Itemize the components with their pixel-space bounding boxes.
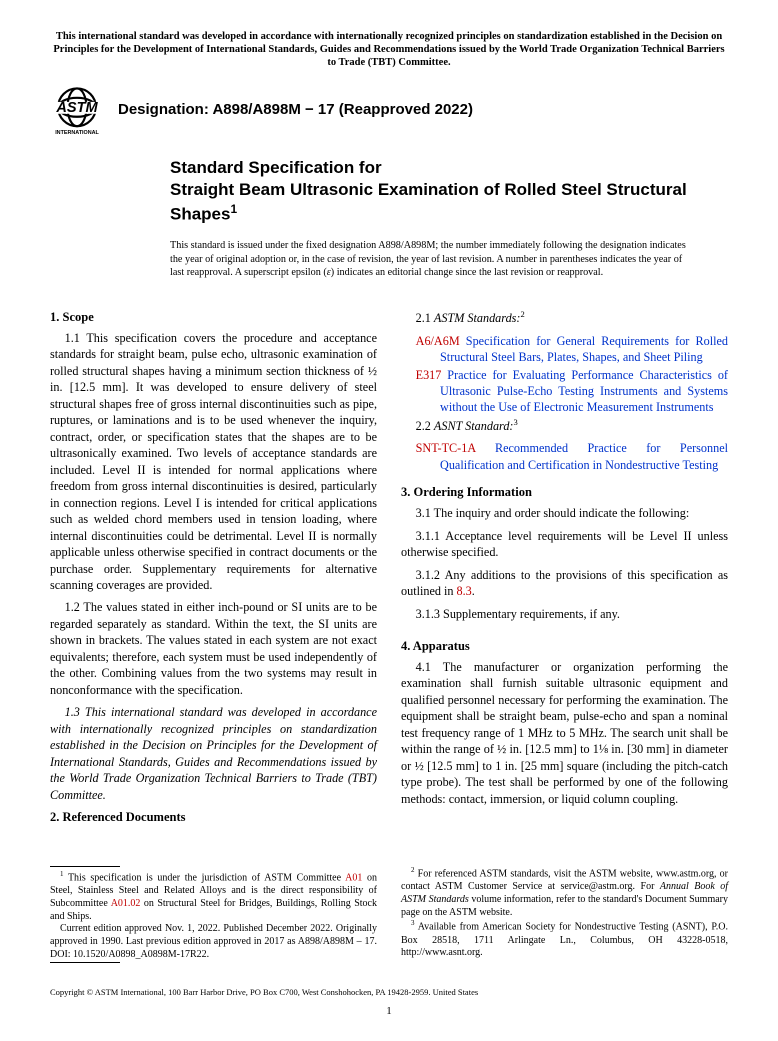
para-3-1: 3.1 The inquiry and order should indicat… (401, 505, 728, 521)
title-footnote-marker: 1 (230, 202, 237, 216)
section-4-heading: 4. Apparatus (401, 638, 728, 655)
para-4-1: 4.1 The manufacturer or organization per… (401, 659, 728, 807)
para-3-1-3: 3.1.3 Supplementary requirements, if any… (401, 606, 728, 622)
section-1-heading: 1. Scope (50, 309, 377, 326)
footnote-1: 1 This specification is under the jurisd… (50, 870, 377, 924)
section-3-heading: 3. Ordering Information (401, 484, 728, 501)
para-2-1-pre: 2.1 (416, 311, 434, 325)
ref-snt-code[interactable]: SNT-TC-1A (416, 441, 476, 455)
ref-e317-code[interactable]: E317 (416, 368, 442, 382)
body-columns: 1. Scope 1.1 This specification covers t… (50, 309, 728, 826)
fn1-a0102-link[interactable]: A01.02 (111, 898, 141, 909)
footnotes: 1 This specification is under the jurisd… (50, 866, 728, 963)
designation-label: Designation: A898/A898M − 17 (Reapproved… (118, 100, 473, 120)
title-line1: Standard Specification for (170, 158, 382, 177)
document-title: Standard Specification for Straight Beam… (170, 157, 698, 225)
ref-e317: E317 Practice for Evaluating Performance… (401, 367, 728, 416)
section-2-heading: 2. Referenced Documents (50, 809, 377, 826)
para-3-1-2b: . (472, 584, 475, 598)
fn1-a: This specification is under the jurisdic… (64, 872, 346, 883)
issue-note: This standard is issued under the fixed … (170, 239, 698, 279)
title-line2: Straight Beam Ultrasonic Examination of … (170, 180, 687, 223)
para-3-1-2-ref[interactable]: 8.3 (457, 584, 472, 598)
footnote-rule-right (50, 962, 120, 963)
para-3-1-2a: 3.1.2 Any additions to the provisions of… (401, 568, 728, 598)
svg-text:ASTM: ASTM (55, 101, 98, 117)
para-1-2: 1.2 The values stated in either inch-pou… (50, 599, 377, 698)
issue-note-text-b: ) indicates an editorial change since th… (331, 267, 603, 278)
fn3-text: Available from American Society for Nond… (401, 922, 728, 959)
ref-e317-text[interactable]: Practice for Evaluating Performance Char… (440, 368, 728, 415)
ref-a6-text[interactable]: Specification for General Requirements f… (440, 334, 728, 364)
page-number: 1 (50, 1004, 728, 1019)
footnote-2: 2 For referenced ASTM standards, visit t… (401, 866, 728, 920)
ref-a6: A6/A6M Specification for General Require… (401, 333, 728, 366)
para-2-2-sup: 3 (513, 417, 517, 427)
para-1-1: 1.1 This specification covers the proced… (50, 330, 377, 594)
ref-snt-text[interactable]: Recommended Practice for Personnel Quali… (440, 441, 728, 471)
svg-text:INTERNATIONAL: INTERNATIONAL (55, 130, 99, 136)
header-block: ASTM INTERNATIONAL Designation: A898/A89… (50, 83, 728, 137)
para-2-1: 2.1 ASTM Standards:2 (401, 309, 728, 327)
para-2-2-ital: ASNT Standard: (434, 419, 514, 433)
ref-snt: SNT-TC-1A Recommended Practice for Perso… (401, 440, 728, 473)
astm-logo-icon: ASTM INTERNATIONAL (50, 83, 104, 137)
para-2-2: 2.2 ASNT Standard:3 (401, 417, 728, 435)
para-2-1-sup: 2 (520, 309, 524, 319)
fn1-a01-link[interactable]: A01 (345, 872, 362, 883)
ref-a6-code[interactable]: A6/A6M (416, 334, 460, 348)
footnote-3: 3 Available from American Society for No… (401, 919, 728, 960)
footnote-1-cont: Current edition approved Nov. 1, 2022. P… (50, 923, 377, 961)
copyright-line: Copyright © ASTM International, 100 Barr… (50, 987, 728, 998)
para-3-1-1: 3.1.1 Acceptance level requirements will… (401, 528, 728, 561)
para-3-1-2: 3.1.2 Any additions to the provisions of… (401, 567, 728, 600)
para-2-2-pre: 2.2 (416, 419, 434, 433)
para-1-3: 1.3 This international standard was deve… (50, 704, 377, 803)
para-2-1-ital: ASTM Standards: (434, 311, 521, 325)
footnote-rule-left (50, 866, 120, 867)
top-notice: This international standard was develope… (50, 30, 728, 69)
